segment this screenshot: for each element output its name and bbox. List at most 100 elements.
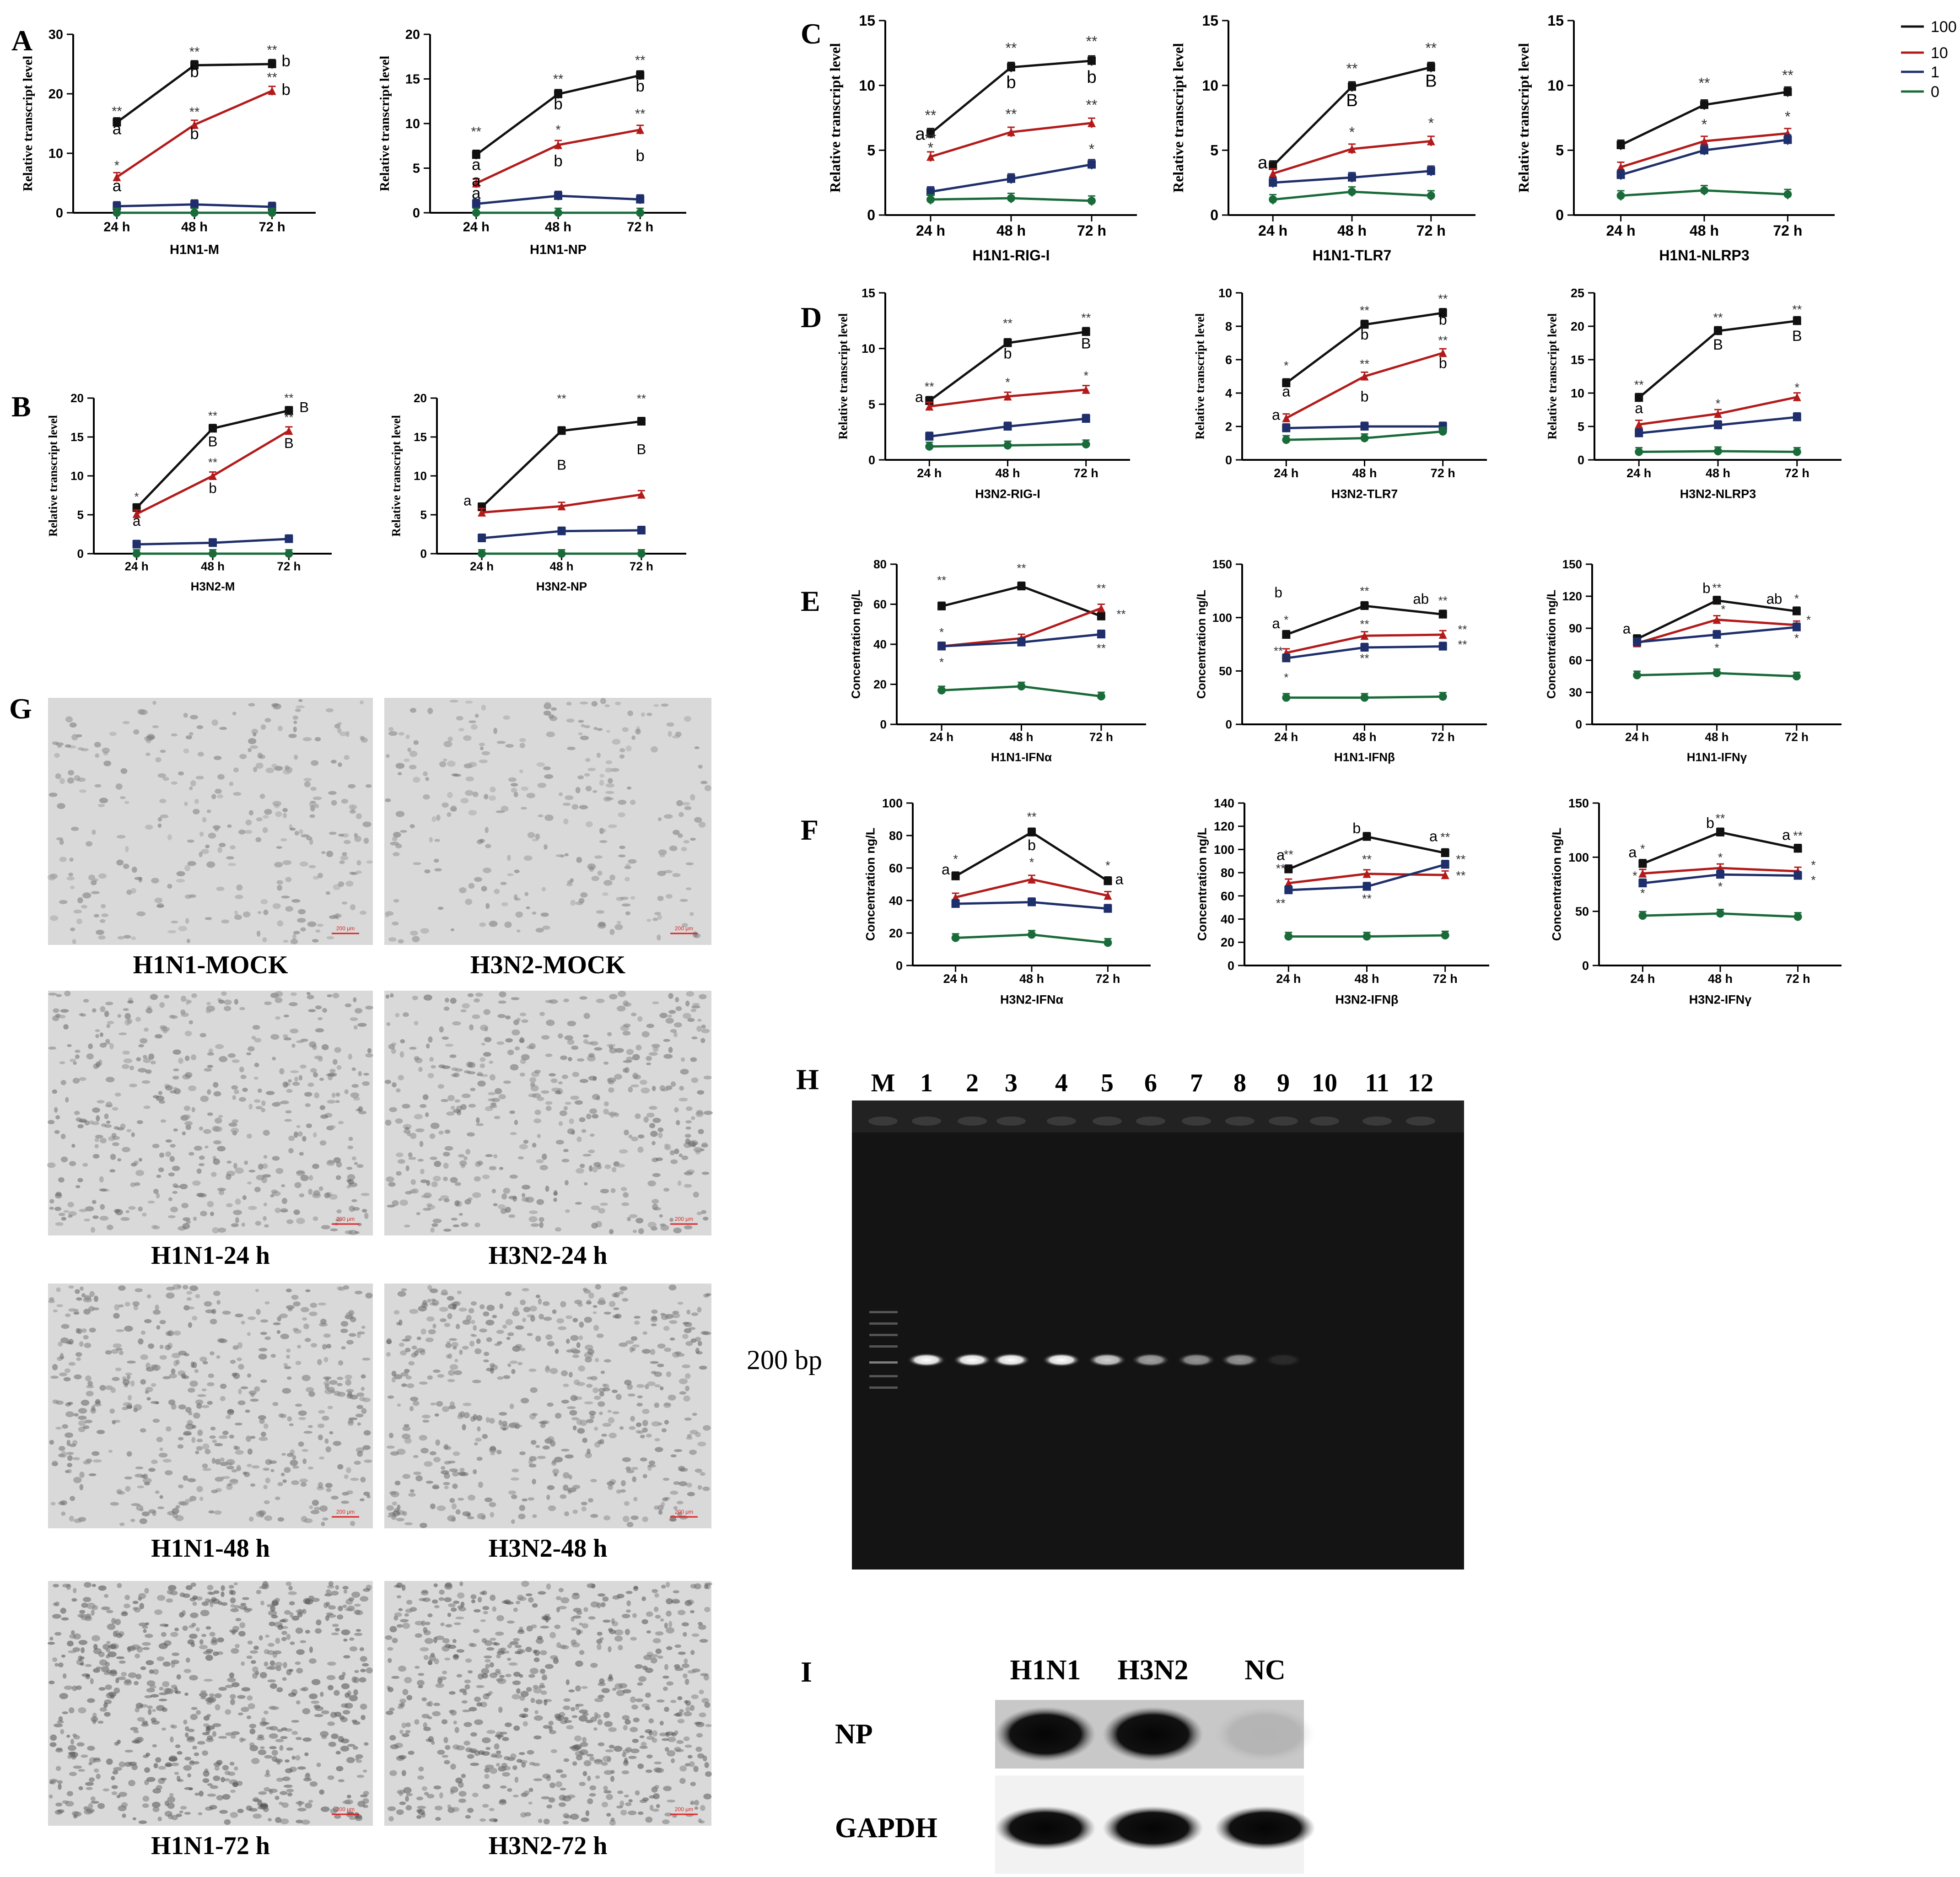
significance-annotation: ** xyxy=(1276,862,1286,875)
data-point xyxy=(268,86,276,95)
cell xyxy=(308,865,316,868)
cell xyxy=(48,1794,53,1799)
cell xyxy=(474,1609,481,1613)
cell xyxy=(684,1184,692,1188)
data-point xyxy=(1700,137,1708,146)
cell xyxy=(88,1803,93,1809)
data-point xyxy=(637,550,646,558)
cell xyxy=(454,1182,461,1186)
cell xyxy=(533,1735,542,1740)
cell xyxy=(235,1198,241,1205)
data-point xyxy=(1028,898,1036,906)
data-point xyxy=(1633,671,1642,680)
cell xyxy=(194,1369,199,1373)
cell xyxy=(348,1417,358,1420)
cell xyxy=(93,1644,98,1650)
cell xyxy=(430,1156,437,1160)
cell xyxy=(303,777,312,782)
cell xyxy=(398,1343,404,1347)
cell xyxy=(124,1013,131,1019)
cell xyxy=(217,1601,223,1605)
cell xyxy=(395,763,405,769)
cell xyxy=(82,892,92,899)
cell xyxy=(354,1670,359,1673)
cell xyxy=(389,1770,397,1776)
x-tick-label: 72 h xyxy=(1786,972,1810,986)
cell xyxy=(49,1440,54,1445)
cell xyxy=(575,787,581,793)
cell xyxy=(683,1395,690,1402)
cell xyxy=(470,1763,479,1766)
cell xyxy=(672,873,681,877)
cell xyxy=(589,1785,597,1791)
cell xyxy=(414,1021,419,1025)
cell xyxy=(415,1633,422,1638)
cell xyxy=(443,741,452,748)
legend-entry-100: 100 xyxy=(1901,18,1957,36)
cell xyxy=(611,1389,618,1393)
cell xyxy=(342,1586,349,1590)
cell xyxy=(499,991,506,998)
cell xyxy=(164,1800,169,1806)
data-point xyxy=(1284,886,1293,895)
cell xyxy=(226,856,234,860)
cell xyxy=(215,1704,221,1710)
cell xyxy=(549,1073,556,1077)
cell xyxy=(92,830,96,835)
cell xyxy=(433,1369,441,1373)
cell xyxy=(153,1225,160,1230)
cell xyxy=(632,1476,636,1483)
cell xyxy=(355,1290,363,1294)
cell xyxy=(239,754,247,759)
cell xyxy=(423,794,430,800)
y-tick-label: 80 xyxy=(889,829,903,842)
cell xyxy=(118,1761,125,1768)
panel-letter-f: F xyxy=(801,814,818,846)
data-point xyxy=(1348,82,1356,91)
cell xyxy=(291,1720,300,1723)
cell xyxy=(214,1510,222,1515)
cell xyxy=(271,1189,278,1194)
y-tick-label: 2 xyxy=(1225,420,1232,433)
cell xyxy=(302,1608,307,1614)
cell xyxy=(235,1618,242,1622)
cell xyxy=(413,862,421,865)
cell xyxy=(303,1598,311,1604)
cell xyxy=(210,1351,215,1356)
cell xyxy=(589,1108,598,1114)
cell xyxy=(58,1341,63,1347)
cell xyxy=(402,1426,411,1431)
cell xyxy=(391,1048,396,1054)
cell xyxy=(266,1604,275,1607)
cell xyxy=(337,1286,343,1291)
cell xyxy=(472,1380,481,1383)
cell xyxy=(83,1460,91,1465)
cell xyxy=(673,1031,678,1037)
cell xyxy=(64,1685,73,1690)
cell xyxy=(696,1211,702,1215)
cell xyxy=(618,799,627,805)
cell xyxy=(385,798,391,802)
scale-bar-label: 200 μm xyxy=(336,1806,355,1812)
data-point xyxy=(1792,607,1801,615)
cell xyxy=(124,1019,130,1026)
cell xyxy=(652,1808,659,1812)
cell xyxy=(419,1381,428,1385)
cell xyxy=(63,1024,69,1030)
cell xyxy=(548,1505,556,1511)
significance-annotation: * xyxy=(114,158,119,173)
cell xyxy=(539,1222,544,1228)
cell xyxy=(183,748,189,754)
cell xyxy=(235,1217,239,1224)
cell xyxy=(315,929,321,933)
cell xyxy=(293,726,297,733)
data-point xyxy=(285,534,293,543)
cell xyxy=(404,1438,412,1444)
cell xyxy=(461,1700,468,1704)
cell xyxy=(681,847,687,852)
cell xyxy=(213,1775,221,1781)
cell xyxy=(664,1143,668,1150)
cell xyxy=(588,1053,595,1057)
cell xyxy=(140,1666,146,1670)
cell xyxy=(207,1401,213,1405)
